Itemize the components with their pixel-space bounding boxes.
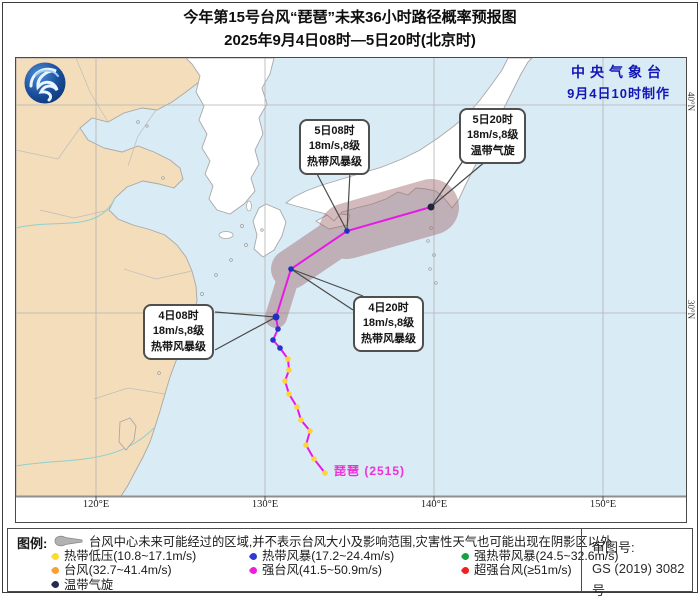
track-point — [270, 337, 276, 343]
legend-item: 热带风暴(17.2~24.4m/s) — [250, 549, 462, 563]
legend-cone-note-text: 台风中心未来可能经过的区域,并不表示台风大小及影响范围,灾害性天气也可能出现在阴… — [89, 532, 612, 550]
callout-5d20h: 5日20时 18m/s,8级 温带气旋 — [459, 108, 526, 164]
legend-items: 热带低压(10.8~17.1m/s)热带风暴(17.2~24.4m/s)强热带风… — [52, 549, 619, 592]
cma-logo — [22, 60, 68, 106]
title-line1: 今年第15号台风“琵琶”未来36小时路径概率预报图 — [0, 6, 700, 29]
tsushima-island — [247, 201, 252, 211]
legend-dot-icon — [249, 565, 259, 575]
legend-item: 热带低压(10.8~17.1m/s) — [52, 549, 250, 563]
lon-tick-label: 150°E — [590, 499, 616, 510]
legend-item-label: 台风(32.7~41.4m/s) — [64, 563, 172, 577]
track-point — [277, 345, 283, 351]
callout-time: 4日20时 — [361, 301, 416, 316]
lon-tick-label: 130°E — [252, 499, 278, 510]
legend-item: 强台风(41.5~50.9m/s) — [250, 563, 462, 577]
track-point — [428, 204, 435, 211]
legend-item: 台风(32.7~41.4m/s) — [52, 563, 250, 577]
legend-item: 温带气旋 — [52, 578, 250, 592]
legend-dot-icon — [249, 551, 259, 561]
track-point — [344, 228, 350, 234]
track-point — [294, 404, 300, 410]
lon-tick-label: 140°E — [421, 499, 447, 510]
track-point — [282, 378, 288, 384]
legend-dot-icon — [461, 565, 471, 575]
callout-grade: 温带气旋 — [467, 144, 518, 159]
callout-grade: 热带风暴级 — [151, 340, 206, 355]
track-point — [286, 367, 292, 373]
legend-title: 图例: — [17, 533, 47, 552]
agency-name: 中央气象台 — [567, 62, 670, 82]
legend-dot-icon — [461, 551, 471, 561]
approval-label: 审图号: — [592, 537, 692, 558]
callout-4d20h: 4日20时 18m/s,8级 热带风暴级 — [353, 296, 424, 352]
storm-name-label: 琵琶 (2515) — [334, 462, 405, 479]
legend-item-label: 温带气旋 — [64, 578, 113, 592]
legend-dot-icon — [51, 565, 61, 575]
track-point — [307, 428, 313, 434]
lon-tick-label: 120°E — [83, 499, 109, 510]
legend-item-label: 超强台风(≥51m/s) — [474, 563, 572, 577]
legend-dot-icon — [51, 580, 61, 590]
track-point — [275, 326, 281, 332]
callout-wind: 18m/s,8级 — [467, 128, 518, 143]
legend-divider — [581, 529, 582, 591]
track-point — [273, 314, 280, 321]
jeju-island — [219, 232, 233, 239]
approval-block: 审图号: GS (2019) 3082号 — [592, 537, 692, 601]
legend-item-label: 强台风(41.5~50.9m/s) — [262, 563, 382, 577]
callout-4d08h: 4日08时 18m/s,8级 热带风暴级 — [143, 304, 214, 360]
lat-tick-label: 40°N — [686, 92, 696, 111]
legend-panel: 图例: 台风中心未来可能经过的区域,并不表示台风大小及影响范围,灾害性天气也可能… — [7, 528, 693, 592]
track-point — [285, 356, 291, 362]
track-point — [322, 470, 328, 476]
callout-5d08h: 5日08时 18m/s,8级 热带风暴级 — [299, 119, 370, 175]
agency-issue-time: 9月4日10时制作 — [567, 83, 670, 102]
track-point — [298, 417, 304, 423]
callout-time: 4日08时 — [151, 309, 206, 324]
page-title: 今年第15号台风“琵琶”未来36小时路径概率预报图 2025年9月4日08时—5… — [0, 6, 700, 53]
track-point — [286, 391, 292, 397]
callout-wind: 18m/s,8级 — [307, 139, 362, 154]
callout-grade: 热带风暴级 — [361, 332, 416, 347]
callout-wind: 18m/s,8级 — [361, 316, 416, 331]
legend-cone-note: 台风中心未来可能经过的区域,并不表示台风大小及影响范围,灾害性天气也可能出现在阴… — [52, 532, 612, 550]
agency-block: 中央气象台 9月4日10时制作 — [567, 62, 670, 102]
legend-item-label: 热带低压(10.8~17.1m/s) — [64, 549, 196, 563]
callout-time: 5日08时 — [307, 124, 362, 139]
legend-item-label: 热带风暴(17.2~24.4m/s) — [262, 549, 394, 563]
forecast-map: 中央气象台 9月4日10时制作 4日08时 18m/s,8级 热带风暴级 4日2… — [15, 57, 687, 523]
track-point — [311, 456, 317, 462]
typhoon-forecast-page: { "title": { "line1": "今年第15号台风“琵琶”未来36小… — [0, 0, 700, 595]
cone-icon — [52, 534, 84, 548]
callout-grade: 热带风暴级 — [307, 155, 362, 170]
lat-tick-label: 30°N — [686, 300, 696, 319]
callout-time: 5日20时 — [467, 113, 518, 128]
title-line2: 2025年9月4日08时—5日20时(北京时) — [0, 29, 700, 52]
track-point — [303, 442, 309, 448]
legend-dot-icon — [51, 551, 61, 561]
track-point — [288, 266, 294, 272]
callout-wind: 18m/s,8级 — [151, 324, 206, 339]
